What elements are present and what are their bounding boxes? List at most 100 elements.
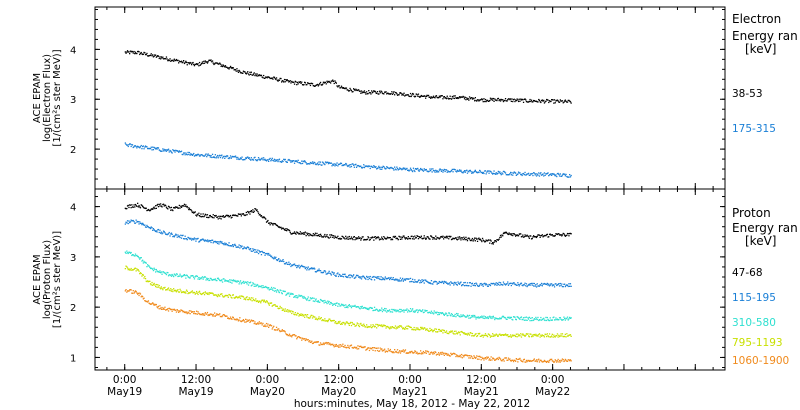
- data-point: [324, 271, 327, 273]
- data-point: [175, 274, 177, 277]
- data-point: [430, 330, 432, 332]
- data-point: [250, 285, 252, 287]
- data-point: [313, 267, 315, 269]
- data-point: [407, 278, 409, 280]
- data-point: [510, 171, 512, 174]
- data-point: [499, 357, 501, 359]
- data-point: [357, 306, 359, 308]
- data-point: [261, 216, 263, 218]
- data-point: [165, 233, 168, 235]
- data-point: [127, 252, 129, 255]
- data-point: [308, 299, 310, 302]
- data-point: [214, 312, 216, 314]
- data-point: [198, 241, 200, 243]
- data-point: [151, 55, 153, 57]
- data-point: [379, 309, 381, 312]
- data-point: [161, 150, 163, 152]
- data-point: [451, 168, 453, 171]
- data-point: [197, 237, 199, 240]
- data-point: [151, 281, 153, 284]
- data-point: [287, 263, 289, 265]
- data-point: [214, 294, 216, 296]
- data-point: [212, 62, 214, 64]
- data-point: [322, 300, 325, 302]
- data-point: [318, 84, 320, 86]
- data-point: [421, 279, 423, 281]
- data-point: [476, 335, 478, 338]
- data-point: [262, 322, 264, 325]
- data-point: [399, 167, 401, 169]
- data-point: [455, 330, 457, 332]
- data-point: [473, 284, 475, 287]
- series-47-68: [124, 202, 572, 245]
- data-point: [343, 304, 345, 306]
- data-point: [518, 334, 520, 336]
- data-point: [474, 333, 476, 335]
- data-point: [215, 62, 217, 64]
- data-point: [552, 99, 554, 101]
- data-point: [407, 309, 409, 311]
- data-point: [285, 333, 287, 335]
- data-point: [278, 226, 281, 228]
- data-point: [479, 317, 481, 319]
- data-point: [466, 333, 468, 335]
- y-tick-label: 3: [70, 95, 76, 106]
- data-point: [199, 215, 201, 218]
- data-point: [307, 82, 309, 84]
- data-point: [556, 319, 558, 321]
- data-point: [497, 98, 499, 100]
- data-point: [435, 281, 438, 283]
- data-point: [321, 84, 323, 86]
- data-point: [305, 162, 307, 164]
- data-point: [380, 238, 382, 240]
- data-point: [273, 258, 275, 260]
- data-point: [139, 273, 141, 275]
- data-point: [139, 257, 142, 259]
- data-point: [484, 240, 487, 243]
- data-point: [536, 283, 538, 285]
- data-point: [295, 233, 297, 235]
- data-point: [392, 236, 394, 238]
- data-point: [177, 234, 179, 236]
- data-point: [131, 269, 134, 271]
- data-point: [496, 284, 498, 286]
- data-point: [338, 238, 340, 240]
- data-point: [171, 310, 173, 312]
- data-point: [305, 84, 307, 86]
- data-point: [267, 288, 269, 290]
- data-point: [301, 337, 304, 339]
- data-point: [533, 99, 535, 102]
- data-point: [193, 152, 195, 155]
- data-point: [224, 279, 227, 281]
- data-point: [561, 174, 564, 176]
- data-point: [356, 306, 358, 308]
- data-point: [304, 267, 306, 270]
- data-point: [160, 205, 162, 207]
- data-point: [551, 99, 553, 101]
- data-point: [409, 352, 412, 354]
- data-point: [456, 169, 458, 171]
- data-point: [553, 361, 556, 363]
- data-point: [337, 322, 339, 324]
- data-point: [317, 162, 319, 164]
- data-point: [326, 234, 328, 236]
- data-point: [362, 166, 364, 168]
- data-point: [343, 237, 345, 239]
- data-point: [259, 322, 261, 325]
- data-point: [520, 233, 522, 235]
- data-point: [484, 357, 487, 359]
- data-point: [454, 95, 456, 97]
- data-point: [480, 98, 482, 101]
- data-point: [474, 285, 476, 287]
- data-point: [235, 70, 237, 72]
- data-point: [165, 233, 167, 235]
- data-point: [530, 173, 533, 175]
- data-point: [356, 237, 358, 239]
- data-point: [558, 317, 561, 319]
- data-point: [236, 158, 238, 160]
- data-point: [364, 326, 366, 328]
- data-point: [330, 273, 332, 275]
- data-point: [420, 280, 422, 282]
- data-point: [143, 297, 145, 299]
- data-point: [513, 334, 515, 336]
